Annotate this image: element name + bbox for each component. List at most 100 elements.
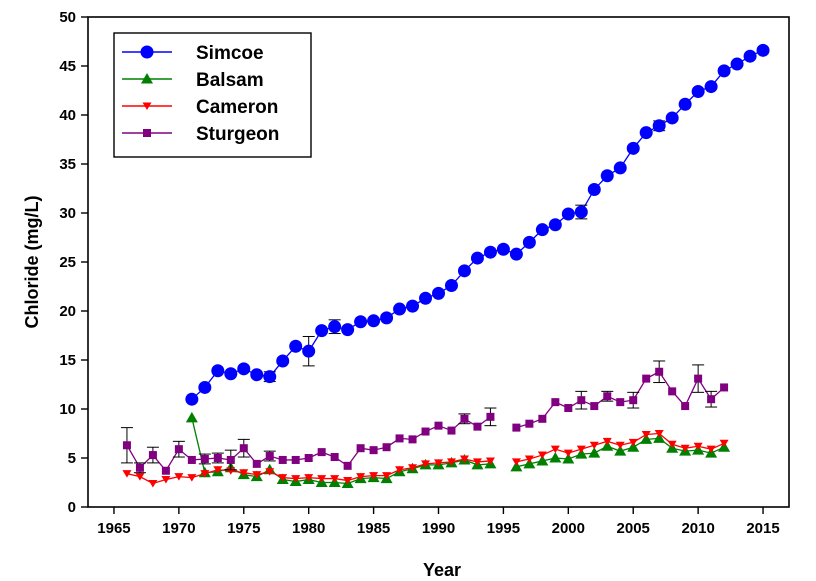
data-point xyxy=(667,440,677,449)
data-point xyxy=(122,470,132,478)
legend-marker-simcoe xyxy=(140,45,154,59)
data-point xyxy=(460,414,469,423)
data-point xyxy=(601,440,614,451)
y-tick-label: 10 xyxy=(59,401,76,418)
data-point xyxy=(613,161,627,175)
data-point xyxy=(354,315,368,329)
data-point xyxy=(135,463,144,472)
data-point xyxy=(148,451,157,460)
data-point xyxy=(680,444,690,453)
data-point xyxy=(629,396,638,405)
data-point xyxy=(668,387,677,396)
data-point xyxy=(603,392,612,401)
data-point xyxy=(588,447,601,458)
data-point xyxy=(369,446,378,455)
data-point xyxy=(678,97,692,111)
data-point xyxy=(693,442,703,451)
data-point xyxy=(161,476,171,484)
data-point xyxy=(717,64,731,78)
data-point xyxy=(512,423,521,432)
data-point xyxy=(263,370,277,384)
data-point xyxy=(224,367,238,381)
data-point xyxy=(161,466,170,475)
data-point xyxy=(574,205,588,219)
data-point xyxy=(639,126,653,140)
y-tick-label: 5 xyxy=(68,450,76,467)
data-point xyxy=(278,455,287,464)
data-point xyxy=(148,479,158,488)
data-point xyxy=(653,432,666,443)
data-point xyxy=(564,404,573,413)
data-point xyxy=(239,444,248,453)
data-point xyxy=(315,324,329,338)
data-point xyxy=(587,182,601,196)
data-point xyxy=(551,398,560,407)
data-point xyxy=(524,455,534,463)
y-tick-label: 40 xyxy=(59,107,76,124)
y-axis-title: Chloride (mg/L) xyxy=(22,196,42,329)
data-point xyxy=(200,470,210,478)
data-point xyxy=(330,453,339,462)
data-point xyxy=(602,437,612,446)
data-point xyxy=(343,477,353,485)
data-point xyxy=(486,412,495,421)
data-point xyxy=(626,141,640,155)
data-point xyxy=(343,461,352,470)
data-point xyxy=(549,452,562,463)
data-point xyxy=(589,441,599,450)
data-point xyxy=(655,367,664,376)
y-tick-label: 30 xyxy=(59,205,76,222)
data-point xyxy=(590,402,599,411)
data-point xyxy=(317,475,327,483)
y-tick-label: 25 xyxy=(59,254,76,271)
data-point xyxy=(694,374,703,383)
data-point xyxy=(395,434,404,443)
x-axis-title: Year xyxy=(423,560,461,580)
data-point xyxy=(470,251,484,265)
data-point xyxy=(304,474,314,482)
x-axis-ticks: 1965 1970 1975 1980 1985 1990 1995 2000 2005 2010… xyxy=(97,507,780,537)
data-point xyxy=(743,49,757,63)
data-point xyxy=(538,414,547,423)
x-tick-label: 1990 xyxy=(422,520,455,537)
data-point xyxy=(756,43,770,57)
legend-marker-cameron xyxy=(142,102,152,110)
data-point xyxy=(444,279,458,293)
data-point xyxy=(198,380,212,394)
data-point xyxy=(485,457,495,465)
data-point xyxy=(562,452,575,464)
data-point xyxy=(577,396,586,405)
series-group xyxy=(120,43,770,488)
x-tick-label: 1965 xyxy=(97,520,130,537)
data-point xyxy=(252,471,262,479)
y-axis-ticks: 0 5 10 15 20 25 30 35 40 45 50 xyxy=(59,9,88,516)
data-point xyxy=(614,445,627,456)
data-point xyxy=(276,354,290,368)
data-point xyxy=(135,473,145,481)
data-point xyxy=(640,433,653,444)
x-tick-label: 1975 xyxy=(227,520,260,537)
legend-label: Simcoe xyxy=(196,43,264,64)
data-point xyxy=(185,411,198,423)
data-point xyxy=(408,435,417,444)
data-point xyxy=(665,111,679,125)
x-tick-label: 2010 xyxy=(681,520,714,537)
data-point xyxy=(472,458,482,466)
data-point xyxy=(174,445,183,454)
data-point xyxy=(730,57,744,71)
data-point xyxy=(239,469,249,477)
data-point xyxy=(304,454,313,462)
x-tick-label: 2015 xyxy=(746,520,779,537)
data-point xyxy=(291,475,301,483)
data-point xyxy=(720,383,729,392)
data-point xyxy=(213,466,223,474)
data-point xyxy=(356,444,365,453)
x-tick-label: 1980 xyxy=(292,520,325,537)
data-point xyxy=(406,299,420,313)
data-point xyxy=(522,235,536,249)
data-point xyxy=(252,459,261,468)
data-point xyxy=(250,368,264,382)
data-point xyxy=(706,445,716,454)
data-point xyxy=(654,430,664,438)
data-point xyxy=(447,426,456,435)
